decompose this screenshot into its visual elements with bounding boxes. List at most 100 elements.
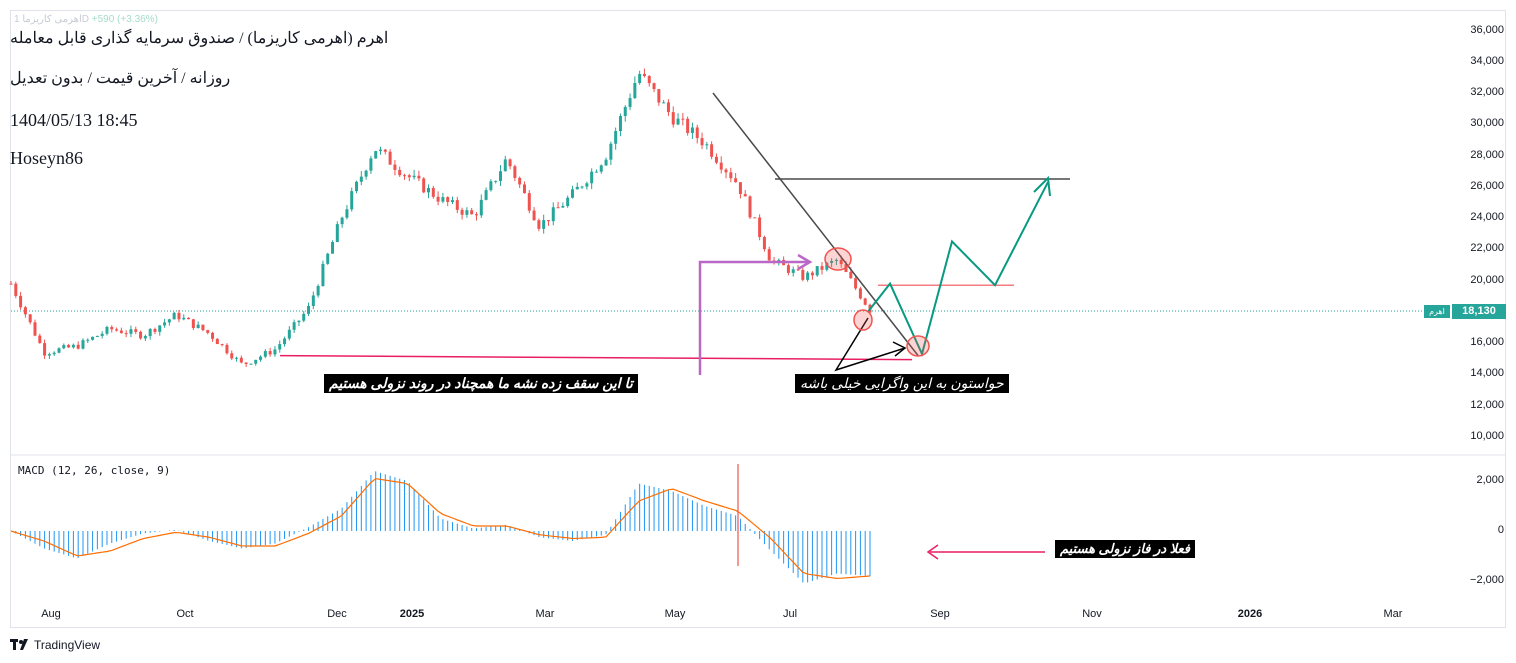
candle-body	[167, 319, 171, 323]
candle-body	[758, 217, 762, 238]
candle-body	[503, 159, 507, 172]
macd-tick-label: −2,000	[1470, 574, 1504, 586]
candle-body	[700, 138, 704, 146]
candle-body	[172, 312, 176, 320]
candle-body	[431, 188, 435, 197]
candle-body	[566, 197, 570, 207]
candle-body	[498, 171, 502, 181]
macd-histogram	[15, 471, 871, 583]
candle-body	[638, 73, 642, 84]
projection-path	[867, 181, 1049, 357]
candle-body	[71, 344, 75, 348]
candle-body	[628, 98, 632, 107]
candle-body	[729, 172, 733, 179]
candle-body	[369, 158, 373, 171]
candle-body	[834, 259, 838, 261]
candle-body	[158, 325, 162, 332]
candle-body	[374, 151, 378, 159]
candle-body	[695, 127, 699, 139]
candle-body	[777, 259, 781, 262]
candle-body	[556, 207, 560, 209]
price-tick-label: 16,000	[1470, 336, 1504, 348]
price-tick-label: 36,000	[1470, 23, 1504, 36]
macd-label[interactable]: MACD (12, 26, close, 9)	[18, 464, 171, 477]
candle-body	[292, 322, 296, 330]
tradingview-brand[interactable]: TradingView	[10, 638, 100, 652]
chart-title: اهرم (اهرمی کاریزما) / صندوق سرمایه گذار…	[10, 30, 389, 47]
time-tick-label: Nov	[1082, 608, 1102, 620]
candle-body	[230, 353, 234, 359]
macd-note[interactable]: فعلا در فاز نزولی هستیم	[1055, 540, 1196, 558]
candle-body	[522, 184, 526, 194]
candle-body	[393, 164, 397, 170]
candle-body	[508, 159, 512, 167]
candle-body	[225, 344, 229, 354]
candle-body	[657, 89, 661, 103]
price-tick-label: 14,000	[1470, 367, 1504, 380]
candle-body	[489, 181, 493, 191]
candle-body	[863, 298, 867, 305]
candle-body	[307, 305, 311, 314]
divergence-arrowhead	[892, 341, 907, 357]
candle-body	[321, 263, 325, 286]
candle-body	[460, 209, 464, 215]
macd-signal-line	[10, 478, 871, 580]
candle-body	[532, 210, 536, 221]
candle-body	[129, 329, 133, 334]
candle-body	[119, 330, 123, 334]
candle-body	[724, 169, 728, 173]
chart-subtitle: روزانه / آخرین قیمت / بدون تعدیل	[10, 70, 231, 87]
candle-body	[249, 363, 253, 365]
candle-body	[666, 102, 670, 113]
candle-body	[858, 288, 862, 299]
candle-body	[187, 317, 191, 320]
candle-body	[383, 149, 387, 152]
candle-body	[403, 175, 407, 177]
divergence-arrow	[834, 317, 906, 372]
candle-body	[86, 339, 90, 341]
candle-body	[710, 144, 714, 157]
candle-body	[19, 295, 23, 308]
resistance-note[interactable]: تا این سقف زده نشه ما همچناد در روند نزو…	[324, 374, 638, 393]
candle-body	[590, 171, 594, 184]
candle-body	[95, 335, 99, 337]
candle-body	[594, 171, 598, 173]
candle-body	[470, 210, 474, 215]
candle-body	[762, 237, 766, 250]
candle-body	[191, 319, 195, 328]
candle-body	[623, 106, 627, 117]
candle-body	[618, 116, 622, 132]
candle-body	[335, 224, 339, 243]
candle-body	[450, 200, 454, 202]
candle-body	[76, 344, 80, 349]
drawings-layer[interactable]	[279, 92, 1070, 566]
candle-body	[801, 269, 805, 280]
candle-body	[163, 322, 167, 326]
candle-body	[206, 330, 210, 333]
candle-body	[854, 278, 858, 289]
candle-body	[273, 349, 277, 355]
candle-body	[388, 151, 392, 165]
candle-body	[379, 149, 383, 152]
time-tick-label: Dec	[327, 608, 347, 620]
candle-body	[67, 345, 71, 348]
candlestick-series	[9, 68, 872, 368]
candle-body	[28, 314, 32, 323]
symbol-tag: اهرم	[1424, 305, 1450, 318]
candle-body	[767, 249, 771, 261]
candle-body	[479, 199, 483, 216]
candle-body	[100, 333, 104, 336]
price-tick-label: 22,000	[1470, 242, 1504, 255]
brand-label: TradingView	[34, 638, 101, 652]
candle-body	[220, 344, 224, 346]
divergence-note[interactable]: حواستون به این واگرایی خیلی باشه	[795, 374, 1009, 393]
candle-body	[671, 112, 675, 125]
candle-body	[580, 186, 584, 188]
candle-body	[575, 186, 579, 190]
candle-body	[177, 312, 181, 320]
candle-body	[57, 348, 61, 353]
purple-bracket	[698, 260, 808, 375]
candle-body	[614, 131, 618, 144]
candle-body	[9, 283, 13, 285]
